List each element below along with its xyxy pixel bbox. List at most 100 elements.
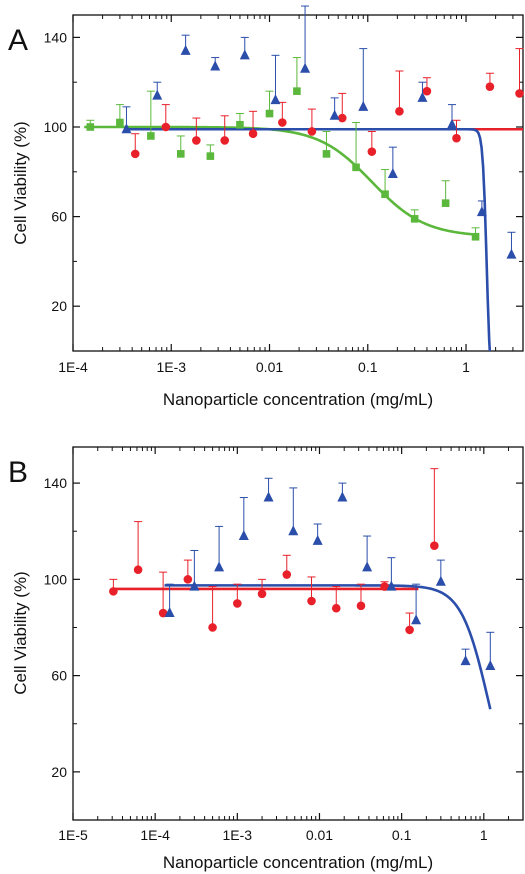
blue-triangle-point <box>210 57 221 71</box>
triangle-marker <box>358 100 369 111</box>
circle-marker <box>257 589 267 599</box>
circle-marker <box>248 129 258 139</box>
panel-a-fit-curves <box>84 125 523 351</box>
red-circle-point <box>485 72 495 91</box>
green-square-point <box>471 227 480 241</box>
triangle-marker <box>270 94 281 105</box>
blue-triangle-point <box>447 104 458 129</box>
blue-fit-curve <box>164 584 492 710</box>
green-square-point <box>235 113 244 129</box>
red-circle-point <box>192 117 201 145</box>
panel-b-chart: B 1E-5 1E-4 1E-3 0.01 0.1 1 20 60 100 140 Nanopar… <box>8 446 524 872</box>
square-marker <box>86 123 95 131</box>
y-tick-label: 20 <box>51 764 67 780</box>
blue-triangle-point <box>239 36 250 60</box>
red-circle-point <box>233 583 242 608</box>
triangle-marker <box>288 525 299 536</box>
triangle-marker <box>411 614 422 625</box>
circle-marker <box>109 587 118 596</box>
blue-triangle-point <box>152 81 163 100</box>
triangle-marker <box>214 561 225 572</box>
panel-a-y-axis-title: Cell Viability (%) <box>11 121 30 244</box>
panel-b-ticks: 1E-5 1E-4 1E-3 0.01 0.1 1 20 60 100 140 <box>44 447 523 843</box>
circle-marker <box>161 122 171 132</box>
blue-triangle-point <box>164 583 175 618</box>
blue-triangle-point <box>288 487 299 536</box>
triangle-marker <box>337 491 348 502</box>
green-square-point <box>206 144 215 160</box>
x-tick-label: 1E-5 <box>58 827 88 843</box>
triangle-marker <box>238 530 249 541</box>
circle-marker <box>130 149 140 159</box>
green-square-point <box>146 90 155 140</box>
triangle-marker <box>164 607 175 618</box>
triangle-marker <box>386 580 397 591</box>
red-circle-point <box>220 115 230 145</box>
green-square-point <box>410 209 419 223</box>
square-marker <box>352 163 360 172</box>
triangle-marker <box>362 561 373 572</box>
red-circle-point <box>307 108 317 136</box>
blue-triangle-point <box>362 535 373 572</box>
triangle-marker <box>329 109 340 120</box>
circle-marker <box>307 127 317 136</box>
y-tick-label: 20 <box>51 298 67 314</box>
red-circle-point <box>282 554 292 579</box>
green-square-point <box>381 169 390 198</box>
red-circle-point <box>452 119 461 143</box>
green-square-point <box>115 104 124 127</box>
x-tick-label: 0.1 <box>392 827 412 843</box>
red-circle-point <box>133 521 143 575</box>
triangle-marker <box>387 168 398 179</box>
circle-marker <box>133 565 143 575</box>
blue-triangle-point <box>411 583 422 625</box>
square-marker <box>206 152 215 160</box>
triangle-marker <box>239 49 250 60</box>
x-tick-label: 1 <box>480 827 488 843</box>
x-tick-label: 1E-4 <box>58 359 88 375</box>
circle-marker <box>158 608 168 618</box>
x-tick-label: 1E-3 <box>223 827 253 843</box>
y-tick-label: 140 <box>44 29 68 45</box>
x-tick-label: 1E-4 <box>140 827 170 843</box>
triangle-marker <box>180 44 191 55</box>
red-circle-point <box>356 583 366 611</box>
red-circle-point <box>278 101 287 127</box>
circle-marker <box>233 599 242 608</box>
square-marker <box>471 232 480 241</box>
blue-triangle-point <box>238 497 249 541</box>
blue-fit-curve <box>125 127 492 351</box>
green-square-point <box>176 135 185 158</box>
blue-triangle-point <box>386 557 397 591</box>
square-marker <box>147 132 155 140</box>
blue-triangle-point <box>214 525 225 572</box>
x-tick-label: 1 <box>462 359 470 375</box>
triangle-marker <box>485 659 496 670</box>
circle-marker <box>395 107 404 116</box>
panel-b-data-points <box>109 468 496 670</box>
panel-a-ticks: 1E-4 1E-3 0.01 0.1 1 20 60 100 140 <box>44 15 523 375</box>
red-circle-point <box>161 104 171 132</box>
square-marker <box>441 199 450 207</box>
red-circle-point <box>380 581 389 591</box>
square-marker <box>410 215 419 223</box>
red-circle-point <box>257 578 267 599</box>
red-circle-point <box>130 133 140 159</box>
triangle-marker <box>189 580 200 591</box>
circle-marker <box>192 136 201 145</box>
circle-marker <box>220 136 230 145</box>
blue-triangle-point <box>180 34 191 55</box>
circle-marker <box>405 625 414 635</box>
circle-marker <box>367 147 377 156</box>
blue-triangle-point <box>189 549 200 591</box>
panel-b-x-axis-title: Nanoparticle concentration (mg/mL) <box>163 853 433 872</box>
square-marker <box>293 87 301 95</box>
triangle-marker <box>263 491 274 502</box>
green-square-point <box>322 130 331 158</box>
circle-marker <box>331 603 341 613</box>
y-tick-label: 140 <box>44 475 68 491</box>
square-marker <box>381 190 389 198</box>
circle-marker <box>485 82 495 91</box>
square-marker <box>116 118 124 127</box>
